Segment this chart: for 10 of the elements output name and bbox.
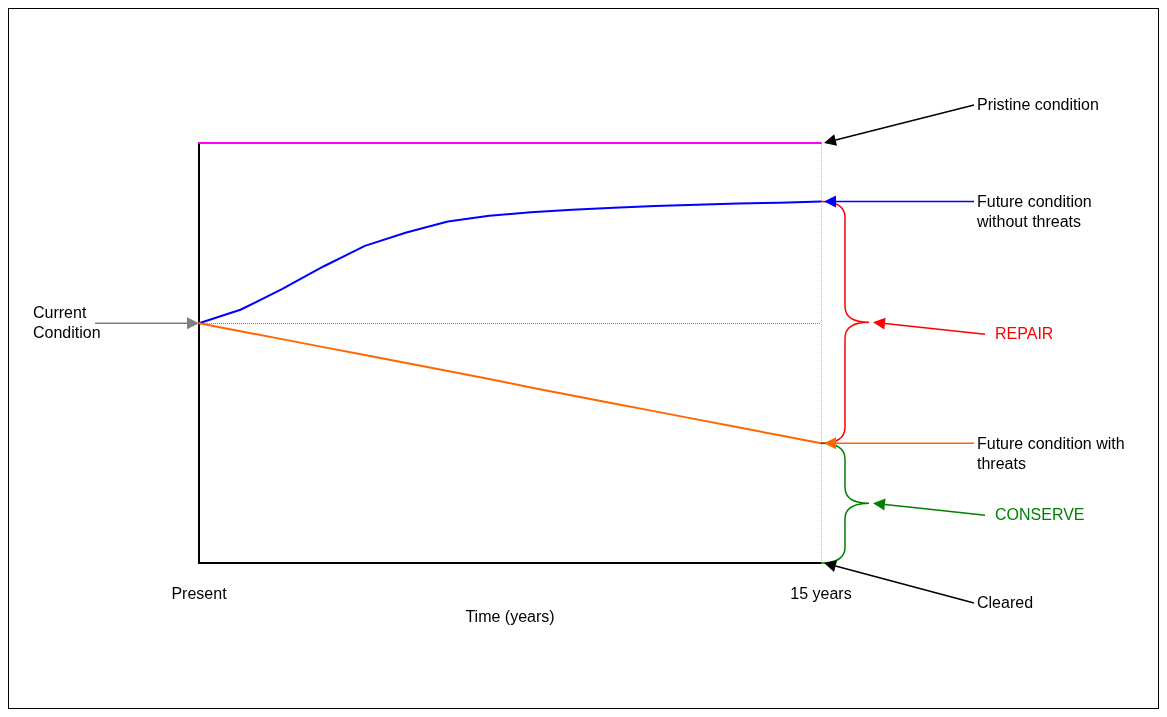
text: REPAIR: [995, 324, 1054, 345]
text: Cleared: [977, 593, 1035, 613]
x-tick-label: Present: [171, 584, 228, 602]
text: Pristine condition: [977, 95, 1100, 115]
text: Current Condition: [33, 303, 102, 344]
text: Future condition with threats: [977, 434, 1126, 475]
text: Future condition without threats: [977, 192, 1093, 233]
x-tick-label: 15 years: [790, 584, 852, 602]
x-axis-title: Time (years): [465, 607, 555, 625]
text: CONSERVE: [995, 505, 1085, 526]
